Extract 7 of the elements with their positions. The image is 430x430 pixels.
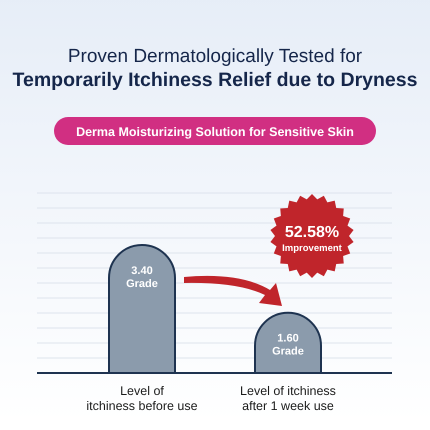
data-label: 3.40 Grade (126, 264, 158, 290)
chart-subtitle: Derma Moisturizing Solution for Sensitive Skin (76, 125, 354, 139)
annotation: 52.58% Improvement (282, 224, 343, 254)
data-label: 1.60 Grade (272, 332, 304, 358)
chart-title: Proven Dermatologically Tested for Temporarily Itchiness Relief due to Dryness (12, 46, 418, 91)
x-tick-label: Level of itchiness before use (86, 384, 198, 413)
x-tick-label: Level of itchiness after 1 week use (240, 384, 336, 413)
